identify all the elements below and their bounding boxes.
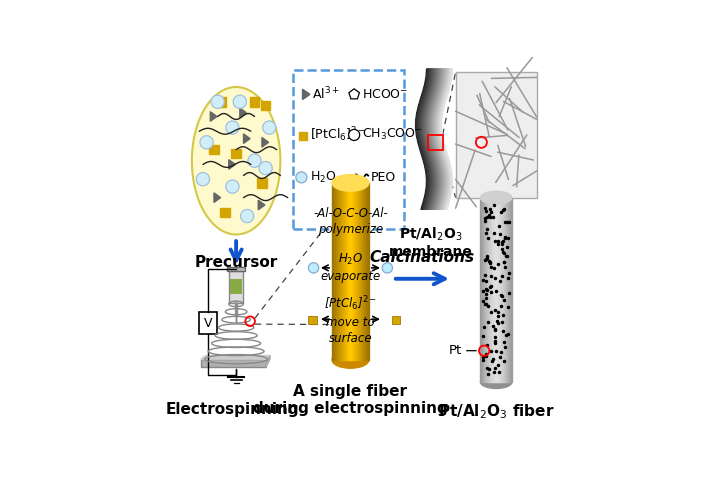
Text: [PtCl$_6$]$^{2-}$: [PtCl$_6$]$^{2-}$	[310, 125, 366, 144]
Bar	[456, 72, 537, 198]
Ellipse shape	[481, 191, 512, 204]
Text: CH$_3$COO$^{-}$: CH$_3$COO$^{-}$	[362, 127, 423, 142]
Circle shape	[233, 95, 246, 108]
Text: A single fiber
during electrospinning: A single fiber during electrospinning	[253, 384, 448, 416]
Text: Pt/Al$_2$O$_3$ fiber: Pt/Al$_2$O$_3$ fiber	[438, 402, 555, 421]
Polygon shape	[258, 200, 265, 210]
Ellipse shape	[192, 87, 281, 235]
Polygon shape	[214, 193, 220, 203]
Text: Precursor: Precursor	[195, 255, 278, 270]
Bar	[261, 101, 270, 110]
Circle shape	[296, 172, 307, 183]
Ellipse shape	[332, 174, 369, 191]
Circle shape	[196, 172, 209, 186]
Bar	[220, 207, 230, 217]
Polygon shape	[244, 134, 250, 143]
Polygon shape	[201, 355, 270, 359]
Text: H$_2$O: H$_2$O	[310, 170, 336, 185]
Bar	[428, 135, 443, 150]
Bar	[308, 316, 316, 324]
Circle shape	[248, 154, 261, 167]
Circle shape	[241, 209, 254, 223]
Ellipse shape	[332, 352, 369, 368]
Circle shape	[226, 121, 239, 134]
Polygon shape	[265, 355, 270, 367]
Bar	[299, 132, 307, 140]
Polygon shape	[302, 89, 310, 100]
Ellipse shape	[481, 376, 512, 388]
Bar	[231, 148, 241, 158]
Text: PEO: PEO	[371, 171, 396, 184]
Bar	[230, 279, 242, 294]
Text: Electrospinning: Electrospinning	[166, 402, 300, 417]
Bar	[250, 97, 260, 106]
Text: Al$^{3+}$: Al$^{3+}$	[313, 86, 340, 103]
Circle shape	[308, 262, 318, 273]
Bar	[257, 178, 267, 188]
Text: Calcinations: Calcinations	[370, 250, 475, 265]
Bar	[227, 267, 245, 272]
Text: H$_2$O
evaporate: H$_2$O evaporate	[321, 252, 380, 284]
Polygon shape	[210, 112, 217, 121]
Polygon shape	[349, 89, 359, 99]
Bar	[201, 359, 265, 367]
Circle shape	[200, 136, 213, 149]
Circle shape	[382, 262, 393, 273]
Text: Pt/Al$_2$O$_3$
membrane: Pt/Al$_2$O$_3$ membrane	[388, 225, 473, 259]
Text: HCOO$^{-}$: HCOO$^{-}$	[362, 88, 409, 101]
Bar	[230, 272, 243, 303]
Text: [PtCl$_6$]$^{2-}$
move to
surface: [PtCl$_6$]$^{2-}$ move to surface	[324, 294, 377, 344]
Text: -Al-O-C-O-Al-
polymerize: -Al-O-C-O-Al- polymerize	[313, 207, 387, 236]
Bar	[209, 145, 219, 155]
Polygon shape	[240, 108, 246, 118]
Circle shape	[226, 180, 239, 193]
Circle shape	[349, 129, 360, 140]
Bar	[199, 312, 217, 334]
Polygon shape	[262, 137, 268, 147]
Circle shape	[262, 121, 276, 134]
Bar	[392, 316, 400, 324]
Circle shape	[259, 161, 273, 175]
FancyBboxPatch shape	[293, 70, 404, 229]
Text: Pt: Pt	[449, 344, 462, 357]
Polygon shape	[229, 160, 236, 169]
Bar	[217, 97, 226, 106]
Circle shape	[211, 95, 225, 108]
Text: V: V	[204, 317, 212, 330]
